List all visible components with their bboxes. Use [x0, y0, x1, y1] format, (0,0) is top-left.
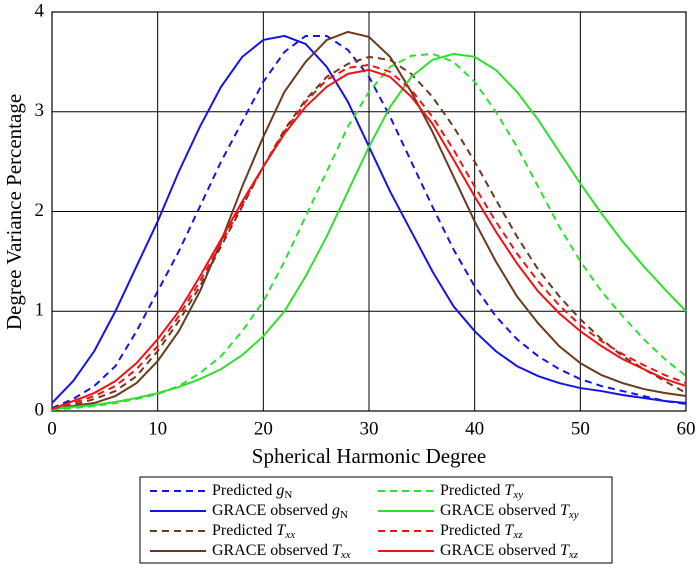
x-tick-label: 10 [148, 418, 167, 439]
y-tick-label: 0 [35, 399, 45, 420]
x-tick-label: 40 [465, 418, 484, 439]
y-tick-label: 2 [35, 200, 45, 221]
plot-frame [51, 11, 687, 412]
x-axis-label: Spherical Harmonic Degree [252, 444, 486, 468]
series-line [51, 52, 687, 411]
legend-label: Predicted gN [212, 482, 292, 501]
series-line [51, 55, 687, 410]
series-line [51, 63, 687, 410]
legend-label: GRACE observed Txx [212, 542, 351, 561]
y-axis-label: Degree Variance Percentage [2, 94, 26, 330]
legend-label: GRACE observed Txz [440, 542, 579, 561]
series-line [51, 34, 687, 409]
legend-label: Predicted Txz [440, 522, 523, 541]
series-line [51, 68, 687, 410]
series-line [51, 30, 687, 410]
legend-label: GRACE observed Txy [440, 502, 579, 521]
legend-box [139, 476, 613, 564]
legend-label: Predicted Txy [440, 482, 523, 501]
legend-label: Predicted Txx [212, 522, 295, 541]
x-tick-label: 60 [677, 418, 696, 439]
legend-label: GRACE observed gN [212, 502, 348, 521]
y-tick-label: 1 [35, 300, 45, 321]
y-tick-label: 4 [35, 0, 45, 21]
y-tick-label: 3 [35, 100, 45, 121]
x-tick-label: 50 [571, 418, 590, 439]
x-tick-label: 0 [47, 418, 57, 439]
series-line [51, 52, 687, 411]
x-tick-label: 20 [254, 418, 273, 439]
x-tick-label: 30 [360, 418, 379, 439]
